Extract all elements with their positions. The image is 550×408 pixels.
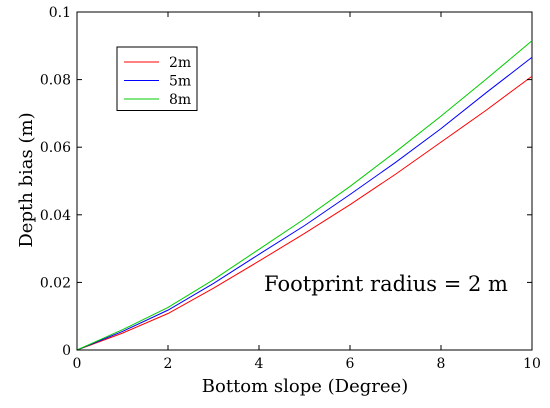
series-layer: [76, 40, 533, 351]
x-tick-label: 6: [346, 356, 355, 372]
legend: 2m 5m 8m: [116, 46, 198, 111]
annotation-text: Footprint radius = 2 m: [264, 272, 508, 296]
ticks-layer: 0 2 4 6 8 10 0 0.02 0.04 0.06 0.08 0.1: [40, 5, 541, 372]
x-tick-label: 8: [437, 356, 446, 372]
y-tick-label: 0.02: [40, 275, 71, 291]
x-axis-title: Bottom slope (Degree): [202, 376, 408, 397]
series-line-2m: [76, 75, 533, 351]
y-axis-title: Depth bias (m): [16, 112, 37, 247]
y-tick-label: 0: [62, 343, 71, 359]
y-tick-label: 0.04: [40, 208, 71, 224]
x-tick-label: 2: [164, 356, 173, 372]
y-tick-label: 0.06: [40, 140, 71, 156]
series-line-5m: [76, 56, 533, 351]
x-tick-label: 4: [255, 356, 264, 372]
y-tick-label: 0.1: [49, 5, 71, 21]
y-tick-label: 0.08: [40, 73, 71, 89]
legend-label-2m: 2m: [169, 55, 191, 71]
x-tick-label: 0: [73, 356, 82, 372]
legend-label-5m: 5m: [169, 74, 191, 90]
series-line-8m: [76, 40, 533, 351]
legend-label-8m: 8m: [169, 92, 191, 108]
x-tick-label: 10: [523, 356, 541, 372]
legend-box: [116, 46, 198, 111]
